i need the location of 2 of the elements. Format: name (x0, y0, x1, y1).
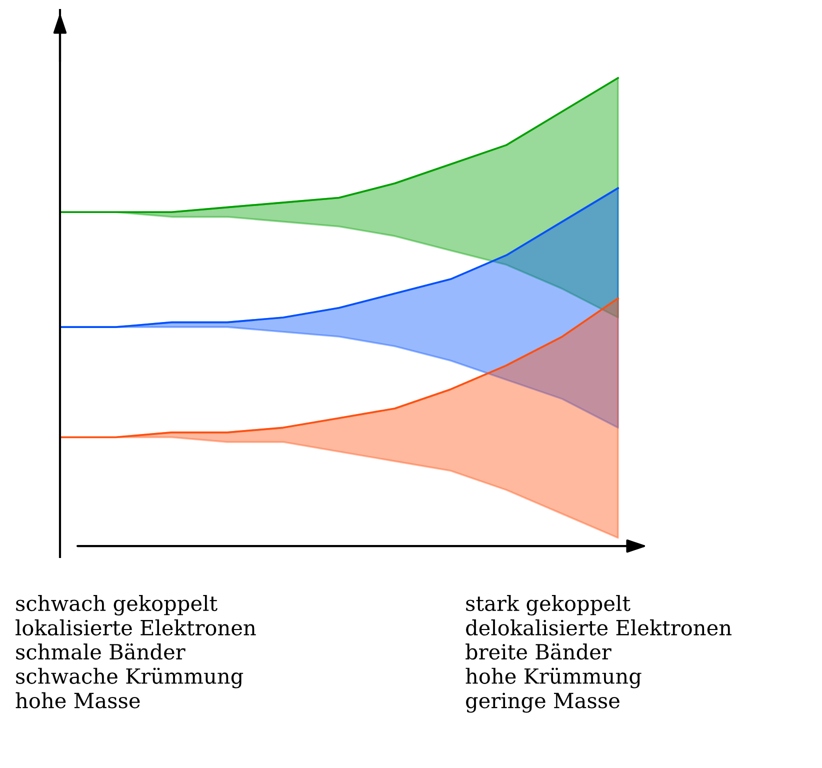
text: stark gekoppelt delokalisierte Elektronen breite Bänder hohe Krümmung geringe Masse (466, 595, 732, 713)
text: schwach gekoppelt lokalisierte Elektronen schmale Bänder schwache Krümmung hohe Masse (16, 595, 256, 708)
